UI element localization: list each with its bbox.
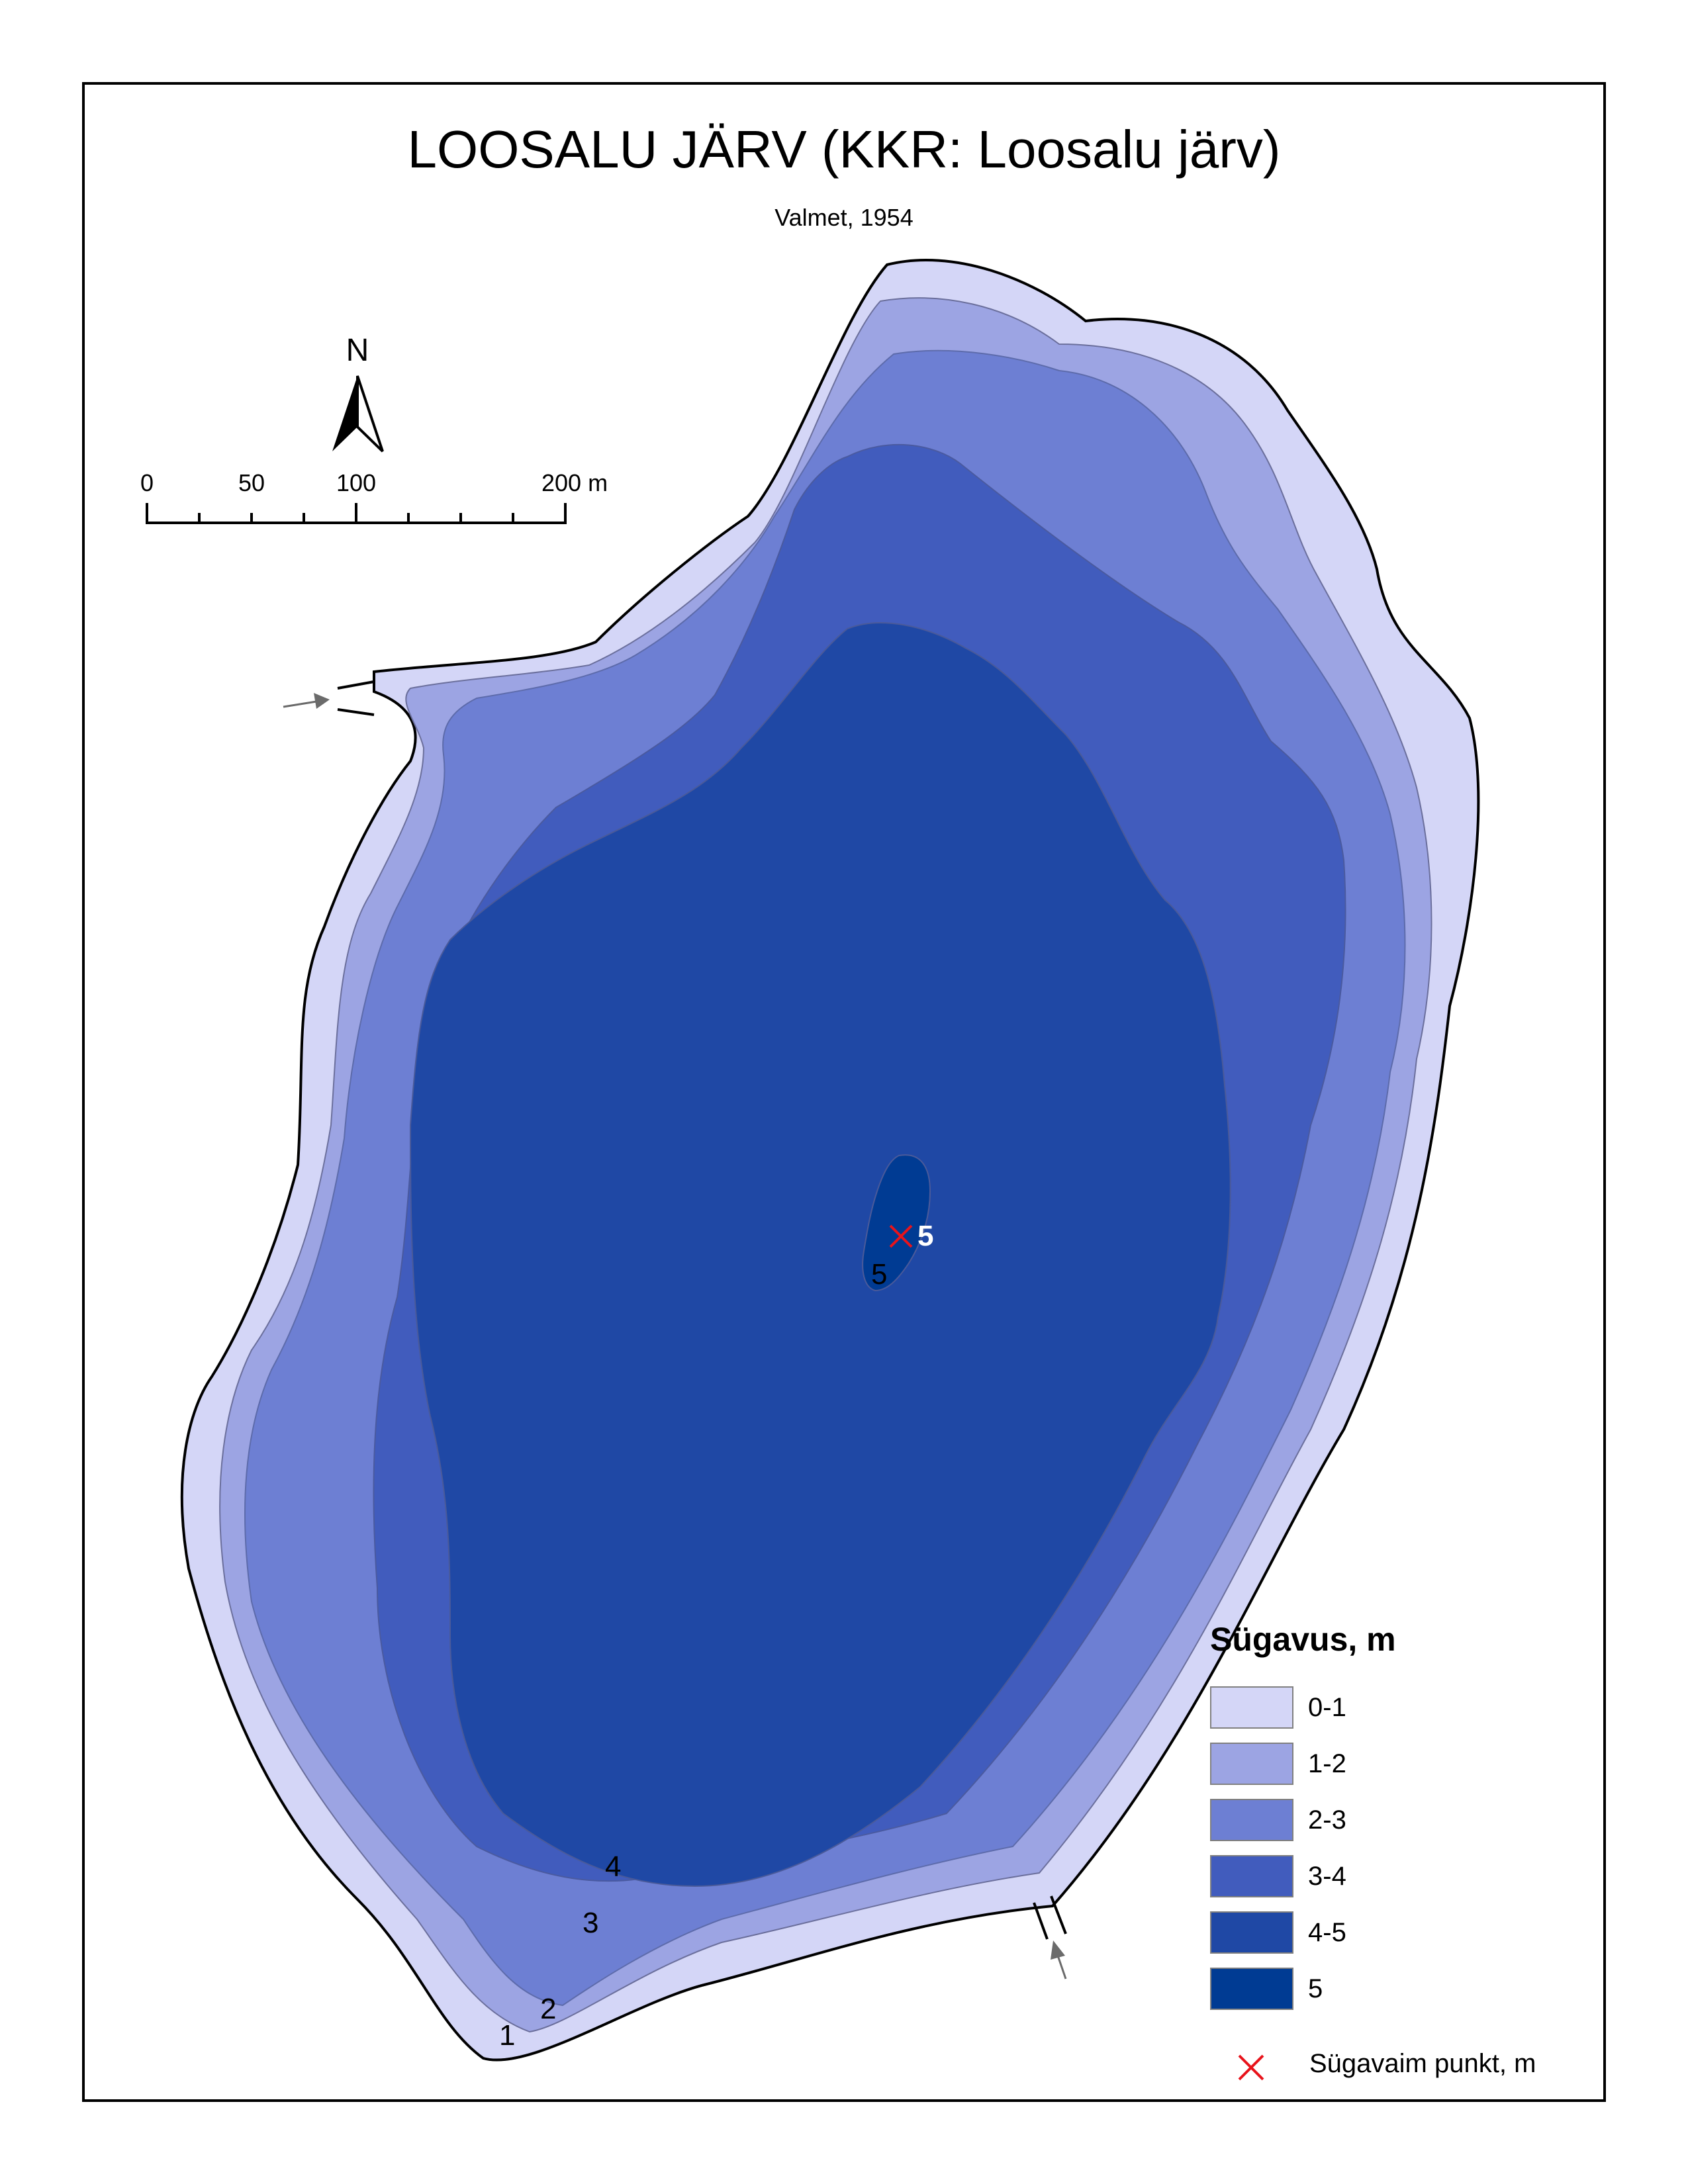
outflow-stream bbox=[1033, 1895, 1067, 1940]
legend-label: 4-5 bbox=[1308, 1918, 1346, 1947]
legend-swatch bbox=[1210, 1855, 1293, 1897]
legend-item-4-5: 4-5 bbox=[1210, 1911, 1541, 1955]
legend-swatch bbox=[1210, 1911, 1293, 1954]
legend-label: 1-2 bbox=[1308, 1749, 1346, 1778]
inflow-stream bbox=[337, 680, 375, 716]
depth-zone-5 bbox=[862, 1154, 931, 1292]
depth-zone-4-5 bbox=[409, 622, 1231, 1888]
map-subtitle: Valmet, 1954 bbox=[774, 204, 914, 231]
scale-label-200: 200 m bbox=[541, 469, 608, 496]
deepest-point-legend-icon bbox=[1238, 2054, 1264, 2081]
legend-label: 3-4 bbox=[1308, 1862, 1346, 1891]
legend-item-2-3: 2-3 bbox=[1210, 1799, 1541, 1843]
deepest-point-value: 5 bbox=[917, 1220, 933, 1252]
scale-label-100: 100 bbox=[336, 469, 376, 496]
legend-label: 0-1 bbox=[1308, 1693, 1346, 1722]
map-title: LOOSALU JÄRV (KKR: Loosalu järv) bbox=[407, 120, 1281, 179]
map-frame bbox=[82, 82, 1606, 2102]
scale-label-0: 0 bbox=[140, 469, 154, 496]
contour-label-2: 2 bbox=[540, 1993, 556, 2025]
contour-label-5: 5 bbox=[871, 1258, 887, 1291]
scale-bar bbox=[146, 503, 567, 524]
contour-label-3: 3 bbox=[583, 1907, 598, 1939]
legend-deepest-label: Sügavaim punkt, m bbox=[1309, 2049, 1536, 2078]
legend-swatch bbox=[1210, 1799, 1293, 1841]
north-arrow-icon bbox=[332, 375, 384, 453]
legend-item-0-1: 0-1 bbox=[1210, 1686, 1541, 1730]
contour-label-4: 4 bbox=[605, 1850, 621, 1883]
legend-item-5: 5 bbox=[1210, 1968, 1541, 2011]
scale-label-50: 50 bbox=[238, 469, 265, 496]
outflow-arrow-icon bbox=[1051, 1940, 1067, 1979]
legend-swatch bbox=[1210, 1686, 1293, 1729]
legend-label: 2-3 bbox=[1308, 1805, 1346, 1835]
legend-title: Sügavus, m bbox=[1210, 1621, 1396, 1658]
north-label: N bbox=[346, 333, 369, 368]
legend-item-3-4: 3-4 bbox=[1210, 1855, 1541, 1899]
legend-swatch bbox=[1210, 1743, 1293, 1785]
contour-label-1: 1 bbox=[499, 2019, 515, 2052]
legend-deepest-point: Sügavaim punkt, m bbox=[1231, 2048, 1602, 2087]
legend-item-1-2: 1-2 bbox=[1210, 1743, 1541, 1786]
legend-label: 5 bbox=[1308, 1974, 1323, 2003]
legend-swatch bbox=[1210, 1968, 1293, 2010]
inflow-arrow-icon bbox=[283, 693, 330, 709]
deepest-point-marker-icon bbox=[889, 1224, 913, 1248]
